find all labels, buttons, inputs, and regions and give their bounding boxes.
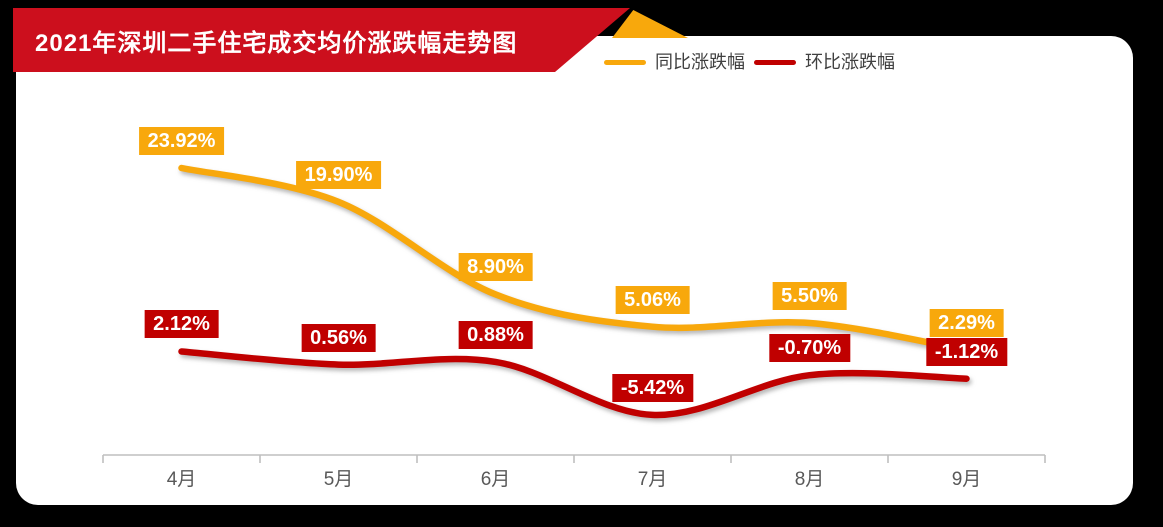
data-label-mom-7月: -5.42% [611,373,694,402]
legend: 同比涨跌幅 环比涨跌幅 [604,51,895,73]
x-axis-label-8月: 8月 [794,469,825,490]
x-axis-label-9月: 9月 [951,469,982,490]
title-banner: 2021年深圳二手住宅成交均价涨跌幅走势图 [13,8,630,72]
data-label-mom-9月: -1.12% [925,337,1008,366]
data-label-yoy-4月: 23.92% [138,127,225,156]
banner-fold-accent [612,10,688,38]
data-label-yoy-8月: 5.50% [772,282,847,311]
data-label-mom-8月: -0.70% [768,334,851,363]
legend-item-yoy: 同比涨跌幅 [604,51,745,73]
data-label-yoy-6月: 8.90% [458,253,533,282]
legend-label-yoy: 同比涨跌幅 [655,52,745,72]
data-label-yoy-7月: 5.06% [615,285,690,314]
x-axis-label-7月: 7月 [637,469,668,490]
data-label-mom-6月: 0.88% [458,320,533,349]
chart-plot-area [102,164,1046,463]
x-axis-label-5月: 5月 [323,469,354,490]
chart-title: 2021年深圳二手住宅成交均价涨跌幅走势图 [35,29,518,57]
chart-card: 23.92% 19.90% 8.90% 5.06% 5.50% 2.29% 2.12% 0.5… [16,36,1133,505]
yoy-line-swatch-icon [604,59,646,65]
legend-item-mom: 环比涨跌幅 [754,51,895,73]
x-axis-label-6月: 6月 [480,469,511,490]
data-label-mom-5月: 0.56% [301,323,376,352]
legend-label-mom: 环比涨跌幅 [805,52,895,72]
series-line-mom [178,348,970,419]
x-axis-label-4月: 4月 [166,469,197,490]
data-label-yoy-9月: 2.29% [929,309,1004,338]
series-line-yoy [178,164,970,354]
mom-line-swatch-icon [754,59,796,65]
x-axis-line [102,454,1046,463]
data-label-mom-4月: 2.12% [144,310,219,339]
data-label-yoy-5月: 19.90% [295,160,382,189]
